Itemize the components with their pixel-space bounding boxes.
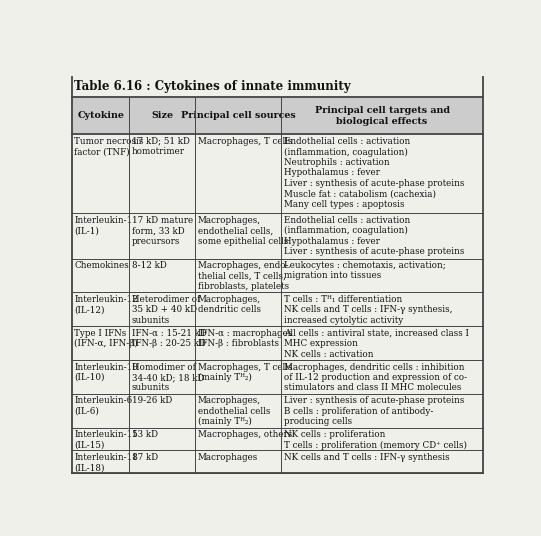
Text: Liver : synthesis of acute-phase proteins
B cells : proliferation of antibody-
p: Liver : synthesis of acute-phase protein…: [284, 397, 464, 426]
Text: Macrophages, endo-
thelial cells, T cells,
fibroblasts, platelets: Macrophages, endo- thelial cells, T cell…: [197, 261, 289, 291]
Text: Interleukin-18
(IL-18): Interleukin-18 (IL-18): [74, 453, 138, 472]
Text: 17 kD: 17 kD: [132, 453, 158, 462]
Text: NK cells and T cells : IFN-γ synthesis: NK cells and T cells : IFN-γ synthesis: [284, 453, 450, 462]
Text: 13 kD: 13 kD: [132, 430, 158, 440]
Text: 19-26 kD: 19-26 kD: [132, 397, 172, 405]
Text: Homodimer of
34-40 kD; 18 kD
subunits: Homodimer of 34-40 kD; 18 kD subunits: [132, 362, 204, 392]
Text: Interleukin-1
(IL-1): Interleukin-1 (IL-1): [74, 216, 133, 235]
Text: Endothelial cells : activation
(inflammation, coagulation)
Hypothalamus : fever
: Endothelial cells : activation (inflamma…: [284, 216, 464, 256]
Text: Type I IFNs
(IFN-α, IFN-β): Type I IFNs (IFN-α, IFN-β): [74, 329, 138, 348]
Text: 8-12 kD: 8-12 kD: [132, 261, 167, 270]
Text: Principal cell sources: Principal cell sources: [181, 111, 295, 121]
Text: Leukocytes : chemotaxis, activation;
migration into tissues: Leukocytes : chemotaxis, activation; mig…: [284, 261, 446, 280]
Text: Macrophages, T cells: Macrophages, T cells: [197, 137, 292, 146]
Text: Macrophages,
dendritic cells: Macrophages, dendritic cells: [197, 295, 261, 314]
Text: Macrophages,
endothelial cells
(mainly Tᴴ₂): Macrophages, endothelial cells (mainly T…: [197, 397, 270, 426]
Text: Tumor necrosis
factor (TNF): Tumor necrosis factor (TNF): [74, 137, 144, 157]
Text: Macrophages, T cells
(mainly Tᴴ₂): Macrophages, T cells (mainly Tᴴ₂): [197, 362, 292, 382]
Text: T cells : Tᴴ₁ differentiation
NK cells and T cells : IFN-γ synthesis,
increased : T cells : Tᴴ₁ differentiation NK cells a…: [284, 295, 452, 325]
Bar: [72, 98, 483, 135]
Text: IFN-α : macrophages
IFN-β : fibroblasts: IFN-α : macrophages IFN-β : fibroblasts: [197, 329, 292, 348]
Text: Macrophages, dendritic cells : inhibition
of IL-12 production and expression of : Macrophages, dendritic cells : inhibitio…: [284, 362, 467, 392]
Text: Macrophages: Macrophages: [197, 453, 258, 462]
Text: Interleukin-15
(IL-15): Interleukin-15 (IL-15): [74, 430, 138, 450]
Text: Heterodimer of
35 kD + 40 kD
subunits: Heterodimer of 35 kD + 40 kD subunits: [132, 295, 200, 325]
Text: Interleukin-12
(IL-12): Interleukin-12 (IL-12): [74, 295, 138, 314]
Text: Cytokine: Cytokine: [77, 111, 124, 121]
Text: 17 kD mature
form, 33 kD
precursors: 17 kD mature form, 33 kD precursors: [132, 216, 193, 245]
Text: Size: Size: [151, 111, 173, 121]
Text: IFN-α : 15-21 kD
IFN-β : 20-25 kD: IFN-α : 15-21 kD IFN-β : 20-25 kD: [132, 329, 207, 348]
Text: Macrophages,
endothelial cells,
some epithelial cells: Macrophages, endothelial cells, some epi…: [197, 216, 288, 245]
Text: Interleukin-10
(IL-10): Interleukin-10 (IL-10): [74, 362, 138, 382]
Text: Table 6.16 : Cytokines of innate immunity: Table 6.16 : Cytokines of innate immunit…: [74, 80, 351, 93]
Text: Chemokines: Chemokines: [74, 261, 129, 270]
Text: NK cells : proliferation
T cells : proliferation (memory CD⁺ cells): NK cells : proliferation T cells : proli…: [284, 430, 467, 450]
Text: Macrophages, others: Macrophages, others: [197, 430, 292, 440]
Text: Principal cell targets and
biological effects: Principal cell targets and biological ef…: [314, 106, 450, 125]
Text: Endothelial cells : activation
(inflammation, coagulation)
Neutrophils : activat: Endothelial cells : activation (inflamma…: [284, 137, 464, 209]
Text: 17 kD; 51 kD
homotrimer: 17 kD; 51 kD homotrimer: [132, 137, 190, 157]
Text: All cells : antiviral state, increased class I
MHC expression
NK cells : activat: All cells : antiviral state, increased c…: [284, 329, 469, 359]
Text: Interleukin-6
(IL-6): Interleukin-6 (IL-6): [74, 397, 133, 416]
